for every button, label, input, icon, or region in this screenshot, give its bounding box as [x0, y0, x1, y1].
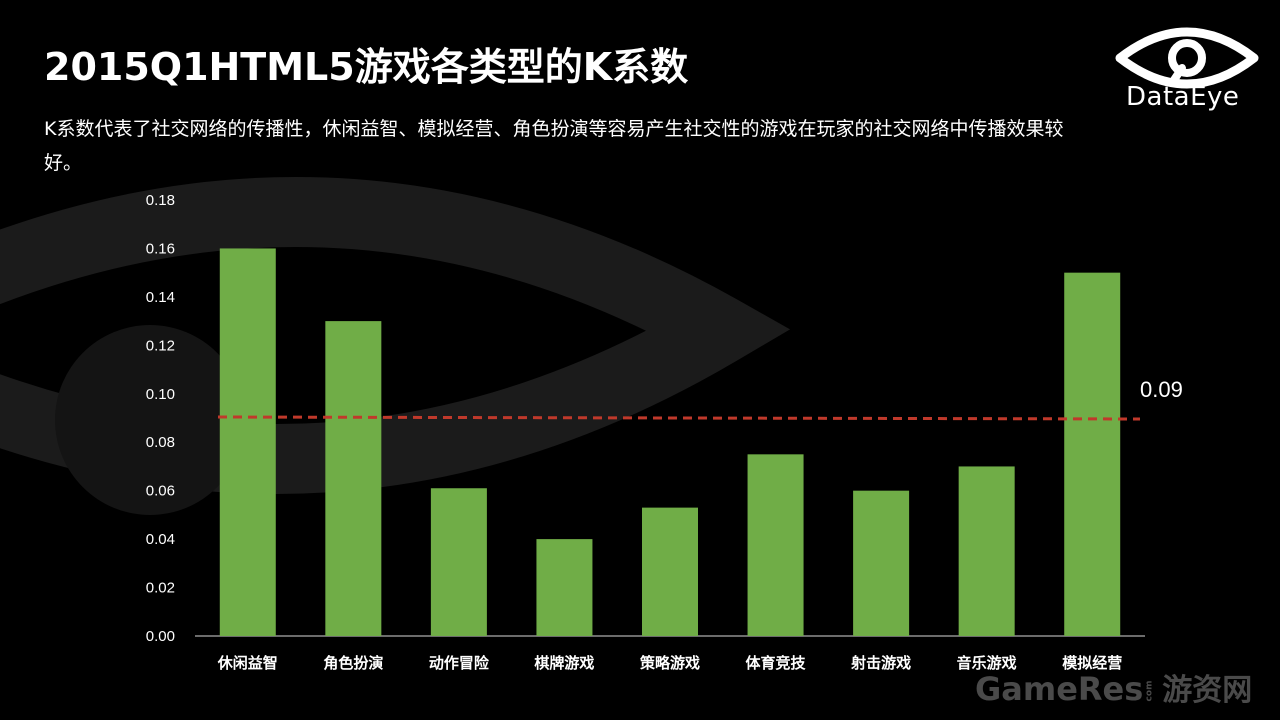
y-tick-label: 0.08 [146, 434, 175, 451]
bar [958, 466, 1015, 636]
x-tick-label: 动作冒险 [429, 654, 490, 672]
bar [853, 490, 910, 636]
y-tick-label: 0.06 [146, 483, 175, 500]
reference-line [217, 415, 1141, 421]
y-tick-label: 0.10 [146, 386, 175, 403]
bar [536, 539, 593, 636]
bar [747, 454, 804, 636]
x-tick-label: 休闲益智 [217, 654, 278, 672]
bar [325, 321, 382, 636]
page-subtitle: K系数代表了社交网络的传播性，休闲益智、模拟经营、角色扮演等容易产生社交性的游戏… [44, 118, 1064, 174]
bar [219, 248, 276, 636]
watermark-cn-text: 游资网 [1162, 673, 1253, 708]
gameres-watermark: GameRescom 游资网 [975, 665, 1252, 709]
dataeye-logo-text: DataEye [1126, 82, 1240, 112]
y-tick-label: 0.16 [146, 240, 175, 257]
x-tick-label: 策略游戏 [639, 654, 700, 672]
bar [1064, 272, 1121, 636]
watermark-main-text: GameRes [975, 670, 1144, 708]
reference-line-label: 0.09 [1140, 377, 1183, 402]
dataeye-logo-icon [1115, 27, 1259, 89]
bar [430, 488, 487, 636]
watermark-com-text: com [1144, 680, 1155, 702]
bar [642, 507, 698, 636]
y-tick-label: 0.14 [146, 289, 175, 306]
y-tick-label: 0.12 [146, 337, 175, 354]
y-tick-label: 0.18 [146, 192, 175, 209]
x-tick-label: 角色扮演 [323, 654, 383, 672]
x-tick-label: 射击游戏 [850, 654, 911, 672]
x-tick-label: 模拟经营 [1062, 654, 1122, 672]
y-tick-label: 0.02 [146, 580, 175, 597]
y-tick-label: 0.04 [146, 531, 175, 548]
x-tick-label: 体育竞技 [746, 654, 807, 672]
page-title: 2015Q1HTML5游戏各类型的K系数 [44, 45, 689, 89]
y-tick-label: 0.00 [146, 628, 175, 645]
x-tick-label: 音乐游戏 [957, 654, 1017, 672]
x-tick-label: 棋牌游戏 [534, 654, 594, 672]
